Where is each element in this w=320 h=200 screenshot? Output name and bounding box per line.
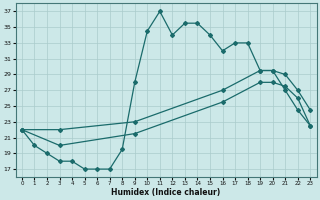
X-axis label: Humidex (Indice chaleur): Humidex (Indice chaleur) [111, 188, 221, 197]
